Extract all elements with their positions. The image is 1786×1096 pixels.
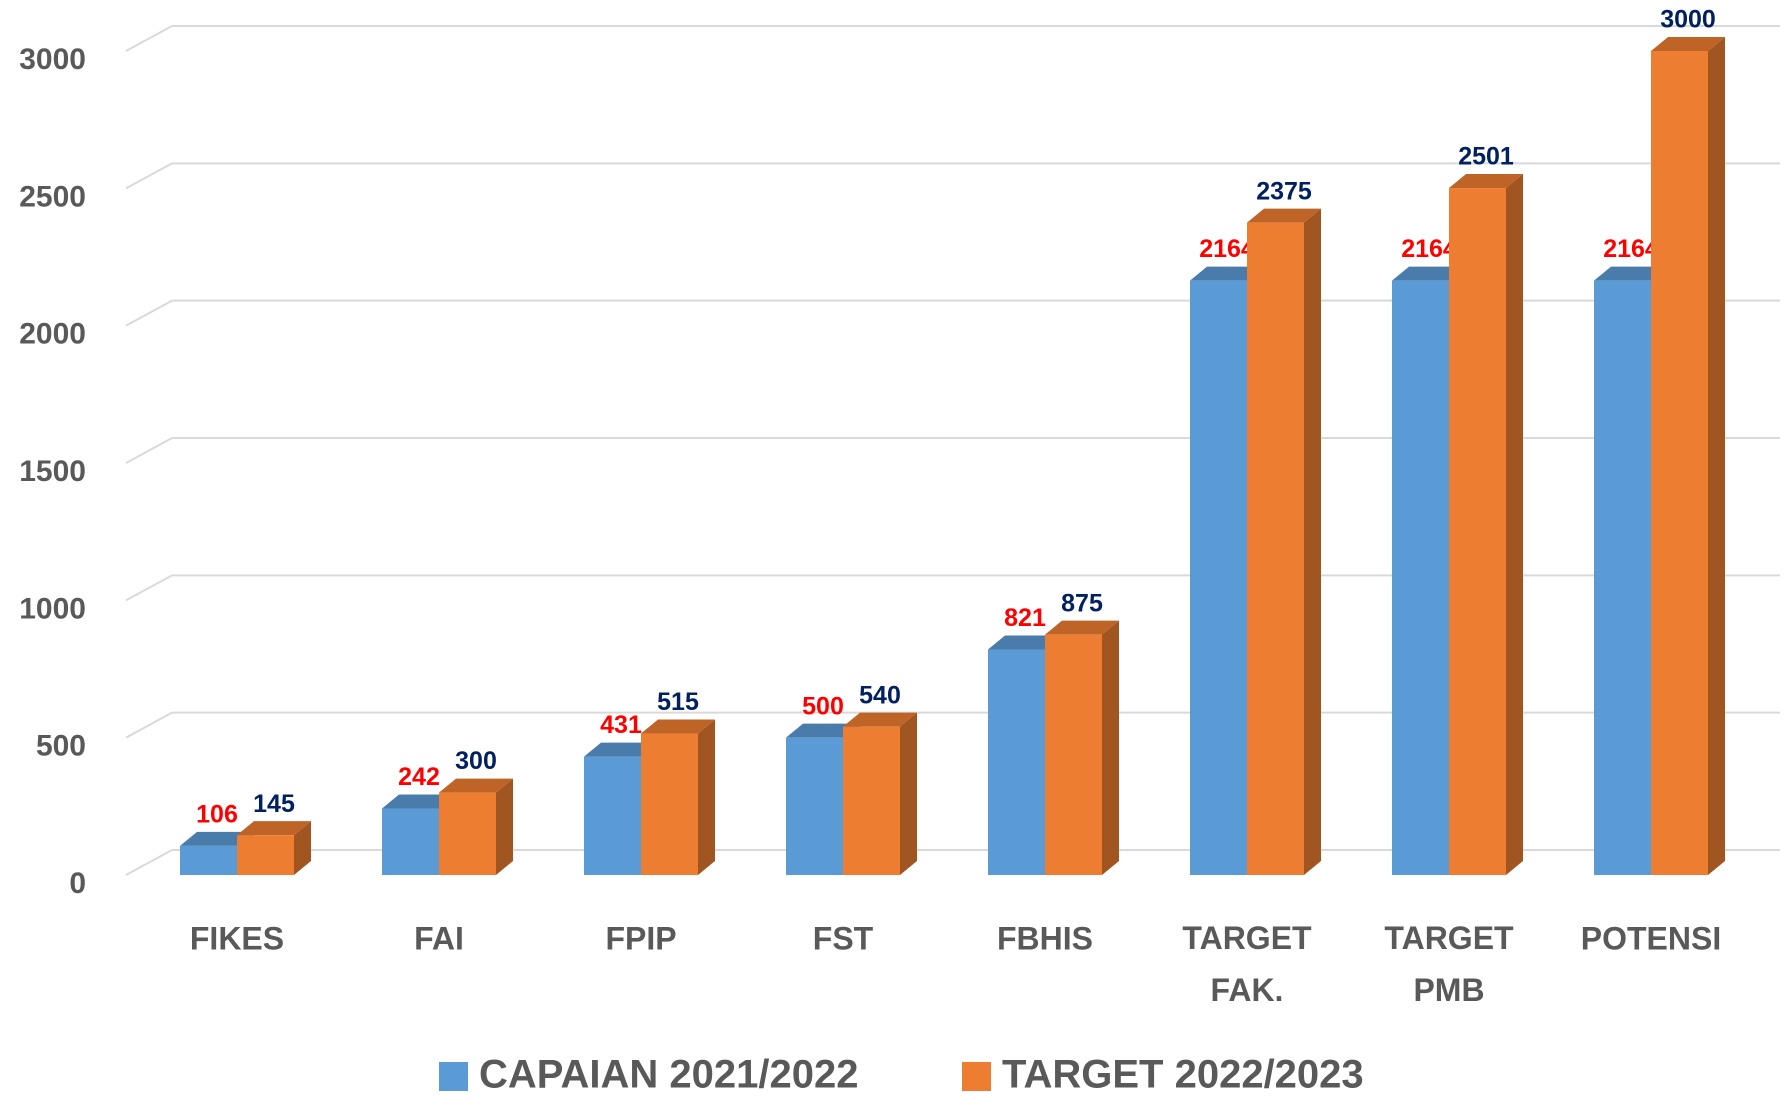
grid-slant (125, 299, 173, 327)
bar-front (237, 835, 294, 875)
bar-front (641, 733, 698, 875)
legend-swatch (439, 1062, 468, 1091)
data-label: 500 (802, 692, 844, 720)
bar-front (1392, 280, 1449, 875)
y-tick-label: 0 (69, 867, 86, 900)
bar-side (900, 712, 917, 875)
bar-top (843, 712, 917, 727)
bar-front (1190, 280, 1247, 875)
bar (641, 719, 715, 875)
data-label: 2164 (1199, 235, 1255, 263)
x-tick-label: FST (813, 920, 874, 956)
legend-label: CAPAIAN 2021/2022 (479, 1053, 858, 1096)
bar-side (698, 719, 715, 875)
bar-front (843, 726, 900, 875)
y-tick-label: 3000 (19, 43, 86, 76)
bar-side (1102, 620, 1119, 875)
x-tick-label: FBHIS (997, 920, 1093, 956)
grid-slant (125, 162, 173, 190)
bar-top (1247, 208, 1321, 223)
data-label: 2501 (1458, 143, 1514, 171)
x-tick-label: FPIP (605, 920, 676, 956)
bar-side (496, 778, 513, 875)
data-label: 2375 (1256, 177, 1312, 205)
data-label: 821 (1004, 604, 1046, 632)
data-label: 515 (657, 688, 699, 716)
bar-front (988, 649, 1045, 875)
data-label: 145 (253, 790, 295, 818)
x-tick-label: FIKES (190, 920, 284, 956)
data-label: 106 (196, 800, 238, 828)
y-tick-label: 1000 (19, 592, 86, 625)
bar-top (237, 821, 311, 836)
bar-front (439, 792, 496, 875)
bar-front (1045, 634, 1102, 875)
grid-slant (125, 574, 173, 602)
y-tick-label: 2500 (19, 180, 86, 213)
bar-side (1506, 174, 1523, 876)
bar-front (1651, 51, 1708, 875)
bar-front (786, 737, 843, 875)
bar-top (1651, 37, 1725, 51)
x-tick-label: TARGET FAK. (1182, 920, 1312, 1008)
bar-top (1045, 620, 1119, 635)
bar-top (382, 794, 456, 809)
data-label: 2164 (1603, 235, 1659, 263)
bar-front (382, 808, 439, 875)
y-tick-label: 500 (36, 730, 86, 763)
bar-top (584, 742, 658, 757)
x-tick-label: POTENSI (1581, 920, 1721, 956)
bar-front (584, 756, 641, 875)
bar-top (1392, 266, 1466, 281)
bar (1045, 620, 1119, 875)
bar-front (180, 845, 237, 875)
data-label: 540 (859, 681, 901, 709)
bar-front (1594, 280, 1651, 875)
y-tick-label: 2000 (19, 318, 86, 351)
data-label: 242 (398, 763, 440, 791)
grid-slant (125, 849, 173, 876)
bar-front (1247, 222, 1304, 875)
grid-slant (125, 437, 173, 464)
y-tick-label: 1500 (19, 455, 86, 488)
bar-top (439, 778, 513, 793)
data-label: 431 (600, 711, 642, 739)
bar (237, 821, 311, 875)
bar (1651, 37, 1725, 875)
data-label: 3000 (1660, 6, 1716, 34)
bar-side (1708, 37, 1725, 875)
bar (1449, 174, 1523, 876)
data-label: 300 (455, 747, 497, 775)
bar-front (1449, 188, 1506, 876)
legend-swatch (962, 1062, 991, 1091)
bar-top (1190, 266, 1264, 281)
bar-top (180, 831, 254, 846)
bar-top (1449, 174, 1523, 189)
legend-label: TARGET 2022/2023 (1002, 1053, 1364, 1096)
grid-slant (125, 25, 173, 52)
x-tick-label: FAI (414, 920, 464, 956)
bar (843, 712, 917, 875)
x-tick-label: TARGET PMB (1384, 920, 1514, 1008)
bar (1247, 208, 1321, 875)
bar-side (1304, 208, 1321, 875)
bar-side (294, 821, 311, 875)
bar-top (1594, 266, 1668, 281)
data-label: 875 (1061, 589, 1103, 617)
bar-top (786, 723, 860, 738)
grid-slant (125, 711, 173, 739)
data-label: 2164 (1401, 235, 1457, 263)
bar-top (988, 635, 1062, 650)
bar-top (641, 719, 715, 734)
bar (439, 778, 513, 875)
